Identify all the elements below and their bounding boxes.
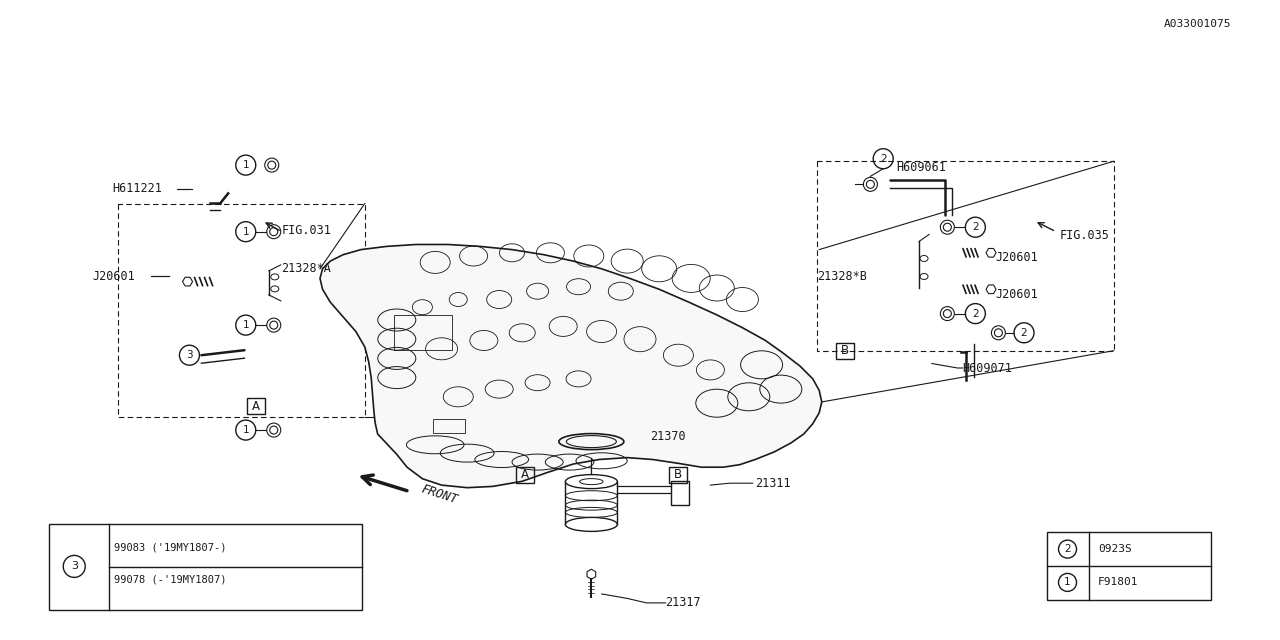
Bar: [433, 419, 465, 433]
Bar: [49, 524, 362, 610]
Polygon shape: [320, 244, 822, 488]
Text: FIG.031: FIG.031: [282, 224, 332, 237]
Text: 21311: 21311: [755, 477, 791, 490]
Bar: [836, 343, 854, 358]
Text: 1: 1: [242, 227, 250, 237]
Text: J20601: J20601: [996, 288, 1038, 301]
Text: 1: 1: [242, 160, 250, 170]
Text: H609071: H609071: [963, 362, 1012, 374]
Text: 3: 3: [186, 350, 193, 360]
Text: 0923S: 0923S: [1098, 544, 1132, 554]
Text: 2: 2: [1064, 544, 1071, 554]
Text: F91801: F91801: [1098, 577, 1139, 588]
Text: 21370: 21370: [650, 430, 686, 443]
Text: H609061: H609061: [896, 161, 946, 174]
Text: B: B: [841, 344, 849, 357]
Text: 1: 1: [242, 425, 250, 435]
Text: 2: 2: [1020, 328, 1028, 338]
Bar: [394, 315, 452, 350]
Text: J20601: J20601: [92, 270, 134, 283]
Text: B: B: [675, 468, 682, 481]
Text: FRONT: FRONT: [420, 482, 460, 506]
Text: A033001075: A033001075: [1164, 19, 1231, 29]
Text: 2: 2: [972, 222, 979, 232]
Bar: [671, 481, 689, 505]
Bar: [516, 467, 534, 483]
Text: 99078 (-'19MY1807): 99078 (-'19MY1807): [114, 574, 227, 584]
Text: H611221: H611221: [113, 182, 163, 195]
Text: 2: 2: [972, 308, 979, 319]
Text: 2: 2: [879, 154, 887, 164]
Text: A: A: [521, 468, 529, 481]
Bar: [669, 467, 687, 483]
Text: 3: 3: [70, 561, 78, 572]
Text: 21317: 21317: [666, 596, 701, 609]
Text: J20601: J20601: [996, 251, 1038, 264]
Text: FIG.035: FIG.035: [1060, 229, 1110, 242]
Text: 21328*B: 21328*B: [817, 270, 867, 283]
Bar: [1047, 532, 1211, 600]
Text: 21328*A: 21328*A: [282, 262, 332, 275]
Text: A: A: [252, 400, 260, 413]
Text: 99083 ('19MY1807-): 99083 ('19MY1807-): [114, 542, 227, 552]
Bar: [247, 398, 265, 415]
Text: 1: 1: [242, 320, 250, 330]
Text: 1: 1: [1064, 577, 1071, 588]
